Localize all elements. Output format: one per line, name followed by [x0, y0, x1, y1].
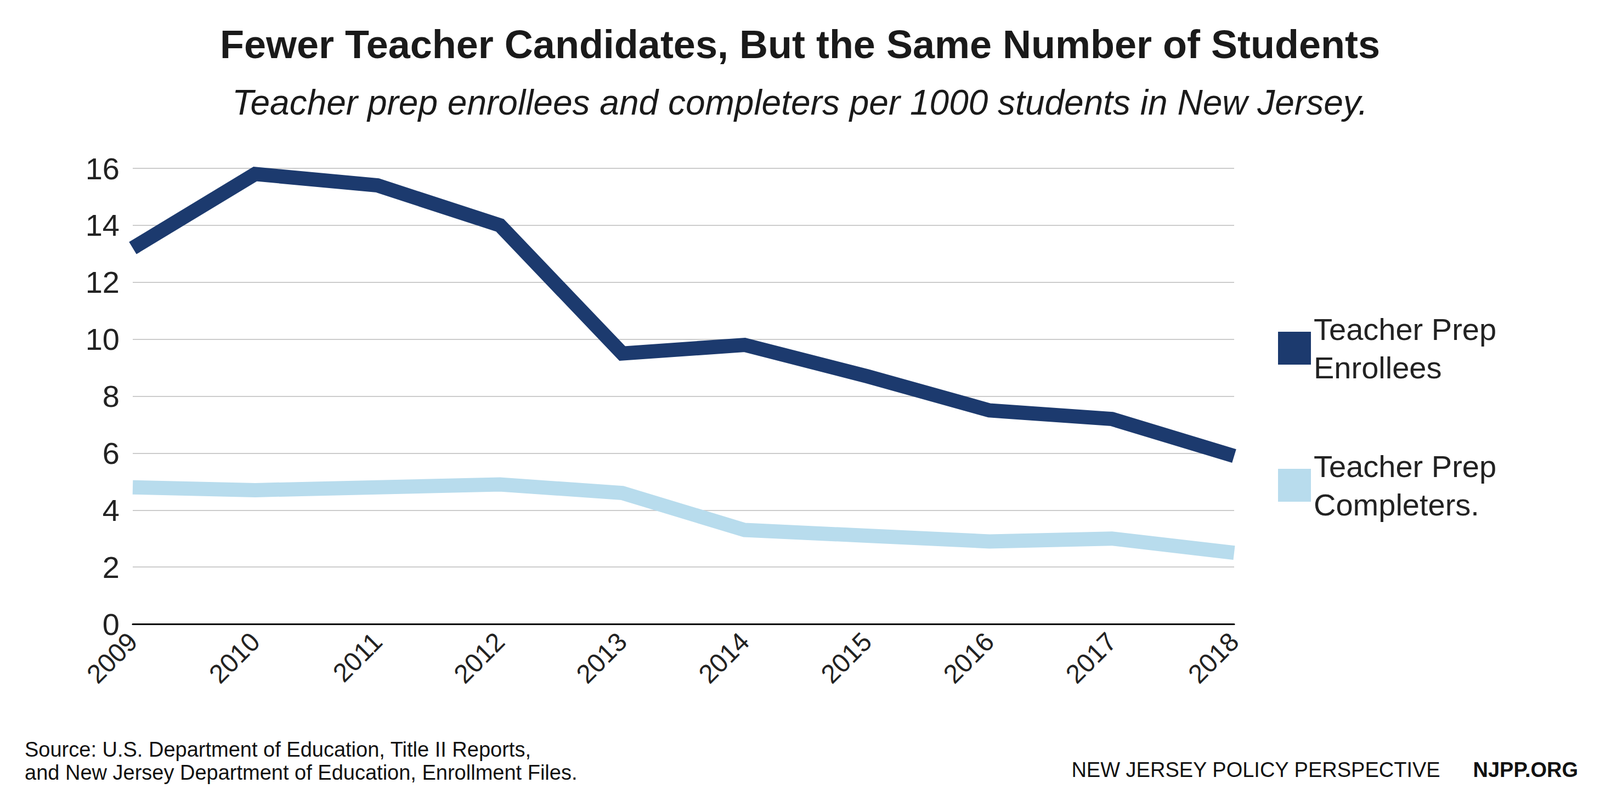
svg-text:16: 16 [85, 151, 120, 186]
svg-text:2015: 2015 [815, 626, 878, 689]
svg-text:6: 6 [102, 436, 120, 471]
svg-text:2013: 2013 [570, 626, 633, 689]
svg-text:2: 2 [102, 550, 120, 585]
svg-text:8: 8 [102, 379, 120, 414]
svg-text:and New Jersey Department of E: and New Jersey Department of Education, … [24, 761, 578, 785]
svg-text:2012: 2012 [448, 626, 511, 689]
svg-text:2010: 2010 [203, 626, 266, 689]
svg-text:14: 14 [85, 207, 120, 243]
svg-text:2009: 2009 [81, 626, 144, 689]
svg-text:0: 0 [102, 606, 120, 642]
svg-text:10: 10 [85, 321, 120, 357]
svg-text:Fewer Teacher Candidates, But: Fewer Teacher Candidates, But the Same N… [219, 22, 1381, 67]
svg-text:Teacher prep enrollees and com: Teacher prep enrollees and completers pe… [232, 82, 1368, 123]
svg-text:Completers.: Completers. [1313, 487, 1480, 523]
svg-text:Enrollees: Enrollees [1313, 350, 1442, 386]
svg-text:Source: U.S. Department of Edu: Source: U.S. Department of Education, Ti… [24, 738, 531, 762]
svg-text:Teacher Prep: Teacher Prep [1313, 449, 1506, 484]
svg-text:12: 12 [85, 264, 120, 300]
svg-text:2018: 2018 [1182, 626, 1245, 689]
svg-text:4: 4 [102, 493, 120, 528]
svg-text:2011: 2011 [327, 626, 388, 688]
svg-text:Teacher Prep: Teacher Prep [1313, 312, 1506, 347]
svg-text:NJPP.ORG: NJPP.ORG [1473, 758, 1579, 782]
svg-text:NEW JERSEY POLICY PERSPECTIVE: NEW JERSEY POLICY PERSPECTIVE [1071, 758, 1440, 782]
svg-text:2016: 2016 [937, 626, 1000, 689]
svg-text:2014: 2014 [692, 626, 755, 689]
svg-text:2017: 2017 [1060, 626, 1123, 689]
